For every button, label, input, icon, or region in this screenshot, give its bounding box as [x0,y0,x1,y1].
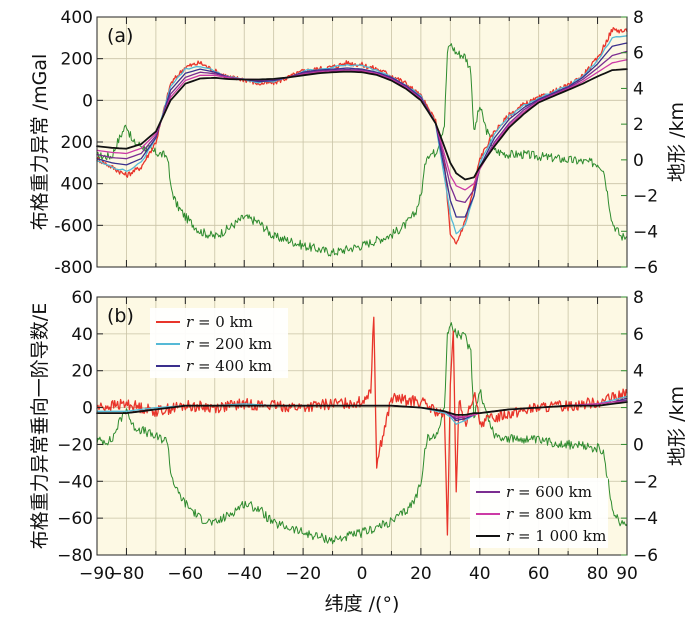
series-line-topo [96,43,628,257]
y-tick-label: 40 [71,325,93,345]
x-axis-label: 纬度 /(°) [325,593,400,615]
y-tick-label: 200 [61,133,93,153]
right-y-tick-label: 6 [633,44,644,64]
series-line-r1000 [96,401,628,416]
legend-item-label: r = 800 km [506,505,592,523]
legend-item-label: r = 600 km [506,483,592,501]
panel-a-series-layer [96,27,628,245]
right-y-tick-label: 0 [633,435,644,455]
y-tick-label: −60 [57,509,93,529]
right-y-tick-label: 4 [633,79,644,99]
panel-a-label: (a) [107,25,133,47]
panel-b-label: (b) [107,305,134,327]
legend-item-label: r = 0 km [186,313,253,331]
x-tick-label: 90 [616,564,638,584]
y-tick-label: -800 [54,258,93,278]
y-tick-label: 0 [82,91,93,111]
y-tick-label: 60 [71,288,93,308]
right-y-tick-label: 6 [633,325,644,345]
right-y-tick-label: −4 [633,222,658,242]
x-tick-label: 0 [357,564,368,584]
series-line-r400 [96,42,628,218]
x-tick-label: −20 [285,564,321,584]
series-line-r800 [96,59,628,191]
y-tick-label: 400 [61,8,93,28]
x-tick-label: 20 [410,564,432,584]
y-tick-label: 20 [71,362,93,382]
y-tick-label: -600 [54,216,93,236]
y-tick-label: 400 [61,175,93,195]
y-tick-label: −40 [57,472,93,492]
y-tick-label: −80 [57,546,93,566]
panel-a-right-axis-label: 地形 /km [666,102,688,182]
panel-a: 400 200 0 200 400 -600 -800 8 6 4 2 0 −2 −4 −6 (a) 布格重… [29,8,688,278]
panel-b-right-axis-label: 地形 /km [666,386,688,466]
y-tick-label: 0 [82,399,93,419]
panel-a-y-axis-label: 布格重力异常 /mGal [29,54,51,231]
x-tick-label: −90 [79,564,115,584]
right-y-tick-label: 8 [633,288,644,308]
series-line-topo [96,322,628,545]
right-y-tick-label: 2 [633,399,644,419]
right-y-tick-label: −6 [633,546,658,566]
series-line-r200 [96,35,628,235]
legend-item-label: r = 1 000 km [506,527,606,545]
legend-item-label: r = 400 km [186,357,272,375]
y-tick-label: 200 [61,50,93,70]
x-tick-label: 40 [469,564,491,584]
x-tick-label: 80 [587,564,609,584]
right-y-tick-label: −2 [633,472,658,492]
panel-a-ticks: 400 200 0 200 400 -600 -800 8 6 4 2 0 −2 −4 −6 [54,8,658,278]
x-tick-label: −40 [226,564,262,584]
x-tick-label: −80 [108,564,144,584]
series-line-r0 [96,316,628,536]
right-y-tick-label: −4 [633,509,658,529]
legend-lower: r = 600 km r = 800 km r = 1 000 km [470,478,608,548]
panel-b-y-axis-label: 布格重力异常垂向一阶导数/E [29,303,51,549]
right-y-tick-label: 4 [633,362,644,382]
legend-upper: r = 0 km r = 200 km r = 400 km [150,308,288,378]
legend-item-label: r = 200 km [186,335,272,353]
x-tick-label: −60 [167,564,203,584]
right-y-tick-label: 8 [633,8,644,28]
right-y-tick-label: 0 [633,151,644,171]
panel-b-topography-layer [96,322,628,545]
right-y-tick-label: −2 [633,187,658,207]
series-line-r1000 [96,68,628,181]
right-y-tick-label: 2 [633,115,644,135]
x-tick-label: 60 [528,564,550,584]
panel-b-series-layer [96,316,628,536]
panel-a-topography-layer [96,43,628,257]
y-tick-label: −20 [57,435,93,455]
right-y-tick-label: −6 [633,258,658,278]
